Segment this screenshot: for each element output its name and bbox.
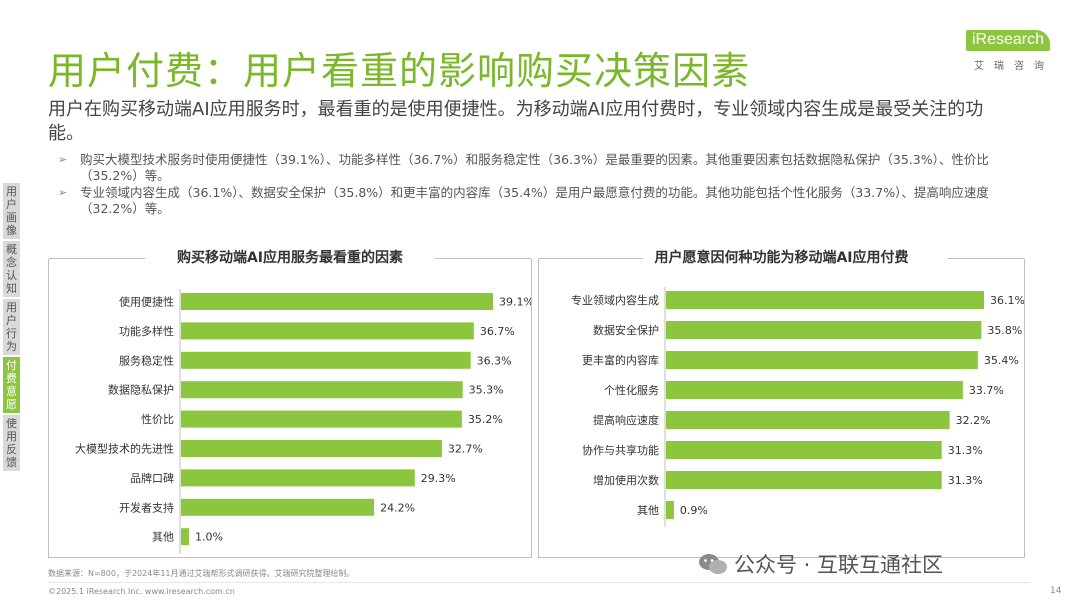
sidebar-item-payment[interactable]: 付费意愿 — [3, 357, 20, 413]
category-label: 个性化服务 — [604, 383, 659, 397]
bar — [666, 321, 982, 339]
sidebar-item-feedback[interactable]: 使用反馈 — [3, 415, 20, 471]
data-label: 35.4% — [984, 354, 1019, 367]
finding-bullet: ➢ 专业领域内容生成（36.1%）、数据安全保护（35.8%）和更丰富的内容库（… — [56, 185, 1036, 216]
category-label: 数据安全保护 — [593, 323, 659, 337]
data-label: 24.2% — [380, 501, 415, 514]
category-label: 提高响应速度 — [593, 413, 659, 427]
chart-title: 购买移动端AI应用服务最看重的因素 — [176, 250, 404, 266]
section-sidebar: 用户画像 概念认知 用户行为 付费意愿 使用反馈 — [3, 183, 20, 473]
chart-panel-paid-features: 用户愿意因何种功能为移动端AI应用付费 专业领域内容生成 36.1% 数据安全保护 3… — [538, 250, 1025, 558]
bar-chart-purchase-factors: 使用便捷性 39.1% 功能多样性 36.7% 服务稳定性 36.3% 数据隐私保护 35.3… — [75, 289, 531, 554]
data-label: 39.1% — [499, 296, 531, 309]
panel-rule — [948, 258, 1024, 259]
watermark-text: 公众号 · 互联互通社区 — [734, 553, 944, 577]
data-label: 1.0% — [195, 531, 223, 544]
bar-chart-paid-features: 专业领域内容生成 36.1% 数据安全保护 35.8% 更丰富的内容库 35.4% 个性化服… — [571, 287, 1024, 527]
bar — [666, 471, 942, 489]
data-label: 32.7% — [448, 443, 483, 456]
panel-rule — [435, 258, 531, 259]
bar — [666, 381, 963, 399]
bar — [181, 322, 474, 340]
chart-panel-purchase-factors: 购买移动端AI应用服务最看重的因素 使用便捷性 39.1% 功能多样性 36.7% 服务… — [48, 250, 532, 558]
data-label: 31.3% — [948, 444, 983, 457]
bar — [181, 440, 442, 457]
bar — [181, 498, 375, 516]
category-label: 大模型技术的先进性 — [75, 442, 174, 456]
bar — [181, 410, 462, 428]
category-label: 增加使用次数 — [593, 473, 659, 487]
data-label: 0.9% — [680, 504, 708, 517]
footer-rule — [48, 582, 1030, 583]
sidebar-item-user-profile[interactable]: 用户画像 — [3, 183, 20, 239]
page-number: 14 — [1050, 586, 1062, 596]
copyright: ©2025.1 iResearch Inc. www.iresearch.com… — [48, 587, 235, 596]
page-subtitle: 用户在购买移动端AI应用服务时，最看重的是使用便捷性。为移动端AI应用付费时，专… — [48, 99, 984, 144]
data-source-note: 数据来源：N=800，于2024年11月通过艾瑞帮形式调研获得。艾瑞研究院整理绘… — [48, 569, 355, 578]
data-label: 35.8% — [987, 324, 1022, 337]
category-label: 专业领域内容生成 — [571, 293, 659, 307]
category-label: 服务稳定性 — [119, 353, 174, 367]
data-label: 35.3% — [469, 384, 504, 397]
data-label: 33.7% — [969, 384, 1004, 397]
category-label: 使用便捷性 — [119, 295, 174, 309]
logo-subtext: 艾瑞咨询 — [974, 61, 1054, 72]
iresearch-logo: iResearch 艾瑞咨询 — [962, 30, 1052, 72]
bar — [181, 528, 189, 546]
bar — [666, 291, 984, 309]
category-label: 性价比 — [141, 412, 174, 426]
finding-text: 购买大模型技术服务时使用便捷性（39.1%）、功能多样性（36.7%）和服务稳定… — [80, 152, 989, 183]
category-label: 其他 — [637, 504, 659, 517]
data-label: 36.1% — [990, 294, 1024, 307]
logo-word: iResearch — [966, 30, 1051, 51]
bar — [181, 351, 471, 369]
arrow-bullet-icon: ➢ — [58, 186, 68, 199]
chart-title: 用户愿意因何种功能为移动端AI应用付费 — [654, 250, 909, 266]
category-label: 开发者支持 — [119, 500, 174, 514]
watermark: 公众号 · 互联互通社区 — [698, 549, 943, 579]
key-findings: ➢ 购买大模型技术服务时使用便捷性（39.1%）、功能多样性（36.7%）和服务… — [56, 152, 1036, 218]
arrow-bullet-icon: ➢ — [58, 153, 68, 166]
finding-text: 专业领域内容生成（36.1%）、数据安全保护（35.8%）和更丰富的内容库（35… — [80, 185, 989, 216]
bar — [181, 469, 415, 487]
bar — [666, 501, 674, 519]
data-label: 29.3% — [421, 472, 456, 485]
bar — [666, 351, 978, 369]
page-title: 用户付费：用户看重的影响购买决策因素 — [48, 49, 751, 93]
category-label: 功能多样性 — [119, 324, 174, 338]
bar — [666, 441, 942, 459]
bar — [666, 411, 950, 429]
category-label: 品牌口碑 — [130, 471, 174, 485]
category-label: 更丰富的内容库 — [582, 353, 659, 367]
sidebar-item-concept[interactable]: 概念认知 — [3, 241, 20, 297]
bar — [181, 381, 463, 399]
category-label: 数据隐私保护 — [108, 383, 174, 397]
category-label: 其他 — [152, 531, 174, 544]
finding-bullet: ➢ 购买大模型技术服务时使用便捷性（39.1%）、功能多样性（36.7%）和服务… — [56, 152, 1036, 183]
panel-rule — [539, 258, 643, 259]
bar — [181, 293, 493, 310]
sidebar-item-behavior[interactable]: 用户行为 — [3, 299, 20, 355]
data-label: 31.3% — [948, 474, 983, 487]
data-label: 35.2% — [468, 413, 503, 426]
data-label: 36.3% — [477, 354, 512, 367]
category-label: 协作与共享功能 — [582, 443, 659, 457]
data-label: 36.7% — [480, 325, 515, 338]
data-label: 32.2% — [956, 414, 991, 427]
wechat-icon — [699, 554, 727, 574]
panel-rule — [49, 258, 145, 259]
